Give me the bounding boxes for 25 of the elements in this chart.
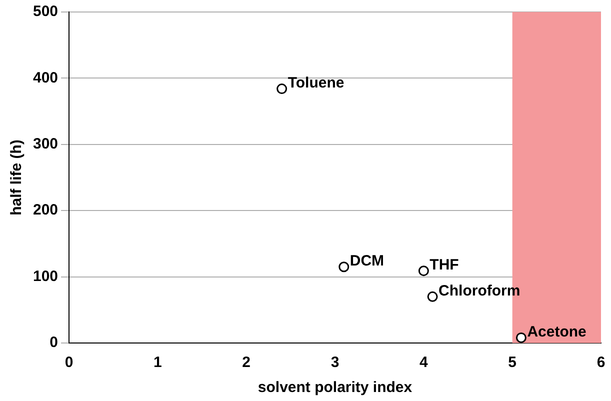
y-tick-label: 300 — [32, 136, 58, 153]
point — [516, 332, 526, 343]
annotation: THF — [430, 256, 459, 274]
annotation: Toluene — [288, 74, 344, 92]
point — [427, 291, 438, 302]
point — [338, 262, 350, 272]
y-tick-label: 200 — [32, 202, 58, 219]
x-tick-label: 3 — [330, 354, 340, 372]
x-tick-label: 5 — [508, 354, 517, 372]
x-tick-label: 6 — [596, 354, 606, 372]
y-axis-title: half life (h) — [8, 140, 26, 216]
x-tick-label: 0 — [64, 354, 74, 372]
y-tick-label: 500 — [32, 3, 58, 20]
x-axis-title: solvent polarity index — [258, 379, 413, 396]
point — [276, 84, 288, 94]
y-tick-label: 400 — [32, 69, 58, 86]
annotation: Acetone — [527, 323, 586, 340]
x-tick-label: 4 — [420, 354, 429, 372]
y-tick-label: 100 — [32, 268, 58, 285]
x-tick-label: 2 — [242, 354, 251, 372]
point — [418, 266, 429, 276]
annotation: DCM — [350, 252, 384, 270]
annotation: Chloroform — [438, 282, 520, 300]
y-tick-label: 0 — [50, 334, 58, 352]
x-tick-label: 1 — [154, 354, 162, 372]
